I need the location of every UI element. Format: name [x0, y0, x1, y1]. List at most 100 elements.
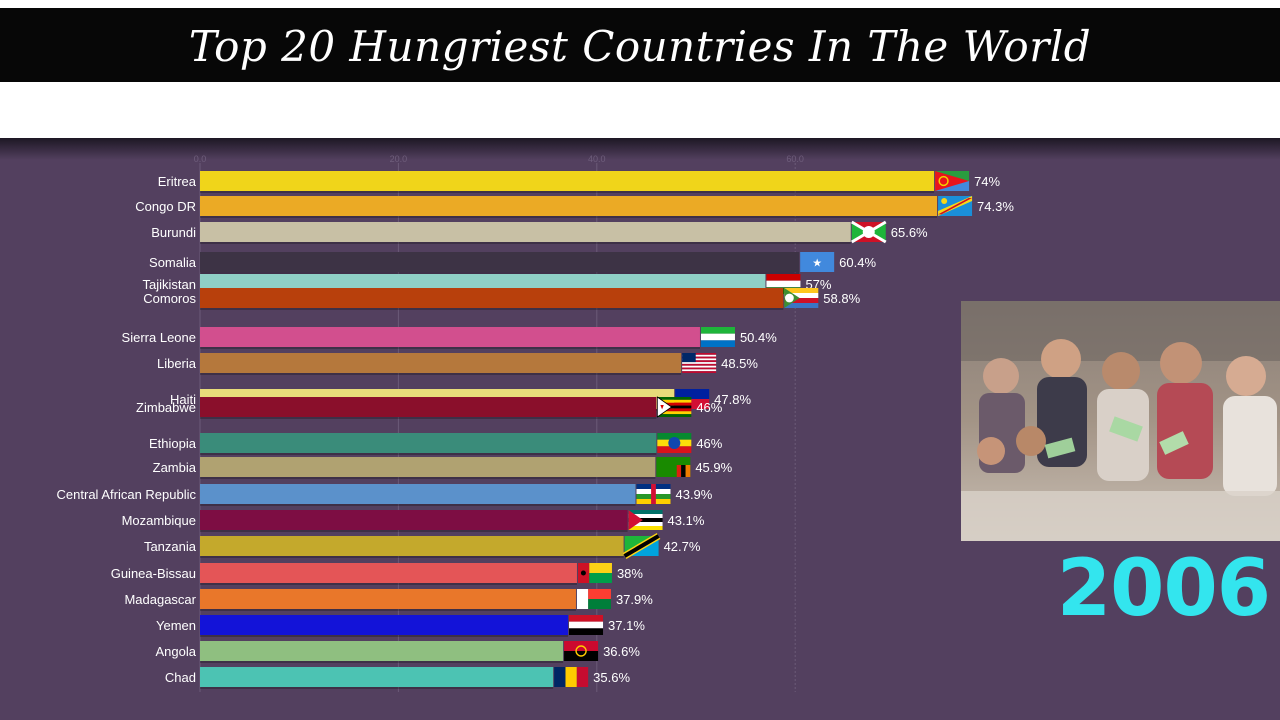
angola-flag-icon — [564, 641, 599, 661]
tajikistan-flag-icon — [766, 274, 801, 294]
value-label: 42.7% — [664, 539, 701, 554]
bar — [200, 484, 636, 504]
bar — [200, 353, 682, 373]
bar — [200, 667, 554, 687]
category-label: Tanzania — [144, 539, 197, 554]
bar-shadow — [200, 687, 554, 689]
bar-shadow — [200, 417, 657, 419]
x-tick-label: 20.0 — [390, 154, 408, 164]
category-label: Burundi — [151, 225, 196, 240]
tanzania-flag-icon — [622, 532, 661, 560]
bar-shadow — [200, 504, 636, 506]
bar — [200, 536, 624, 556]
bar — [200, 397, 657, 417]
bar — [200, 563, 577, 583]
value-label: 35.6% — [593, 670, 630, 685]
bar-shadow — [200, 530, 628, 532]
zimbabwe-flag-icon — [656, 396, 692, 418]
value-label: 48.5% — [721, 356, 758, 371]
bar-shadow — [200, 191, 935, 193]
value-label: 60.4% — [839, 255, 876, 270]
x-tick-label: 0.0 — [194, 154, 207, 164]
x-tick-label: 60.0 — [786, 154, 804, 164]
bar-group-burundi: Burundi 65.6% — [151, 220, 928, 244]
value-label: 74% — [974, 174, 1000, 189]
eritrea-flag-icon — [935, 171, 970, 191]
somalia-flag-icon: ★ — [800, 252, 835, 272]
category-label: Somalia — [149, 255, 197, 270]
value-label: 37.1% — [608, 618, 645, 633]
bar-group-somalia: Somalia ★ 60.4% — [149, 252, 876, 274]
bar-group-sierra-leone: Sierra Leone 50.4% — [122, 327, 777, 349]
category-label: Mozambique — [122, 513, 196, 528]
bar-group-guinea-bissau: Guinea-Bissau 38% — [111, 563, 643, 585]
title-bar: Top 20 Hungriest Countries In The World — [0, 0, 1280, 82]
sierra-leone-flag-icon — [700, 327, 735, 347]
bar-group-mozambique: Mozambique 43.1% — [122, 510, 705, 532]
bar-group-eritrea: Eritrea 74% — [158, 171, 1001, 193]
category-label: Haiti — [170, 392, 196, 407]
comoros-flag-icon — [784, 288, 819, 308]
car-flag-icon — [636, 484, 671, 504]
bar — [200, 641, 564, 661]
bar-group-congo-dr: Congo DR 74.3% — [135, 196, 1014, 218]
bar — [200, 615, 569, 635]
photo-hungry-children — [961, 301, 1280, 541]
bar-group-zimbabwe: Zimbabwe 46% — [136, 396, 723, 419]
value-label: 46% — [696, 436, 722, 451]
bar-group-tanzania: Tanzania 42.7% — [144, 532, 701, 560]
category-label: Sierra Leone — [122, 330, 196, 345]
value-label: 50.4% — [740, 330, 777, 345]
bar-shadow — [200, 373, 682, 375]
value-label: 43.1% — [668, 513, 705, 528]
category-label: Zimbabwe — [136, 400, 196, 415]
bar — [200, 510, 628, 530]
bar-shadow — [200, 477, 656, 479]
ethiopia-flag-icon — [657, 433, 692, 453]
category-label: Guinea-Bissau — [111, 566, 196, 581]
zambia-flag-icon — [656, 457, 691, 477]
year-label: 2006 — [1056, 544, 1271, 634]
value-label: 47.8% — [714, 392, 751, 407]
shadow-band — [0, 138, 1280, 160]
bar-shadow — [200, 242, 851, 244]
bar-group-comoros: Comoros 58.8% — [143, 288, 861, 310]
bar — [200, 222, 851, 242]
bar-shadow — [200, 609, 576, 611]
category-label: Ethiopia — [149, 436, 197, 451]
bar-group-chad: Chad 35.6% — [165, 667, 630, 689]
chad-flag-icon — [554, 667, 589, 687]
bar-shadow — [200, 308, 784, 310]
bar-group-central-african-republic: Central African Republic 43.9% — [57, 484, 713, 506]
category-label: Chad — [165, 670, 196, 685]
value-label: 37.9% — [616, 592, 653, 607]
bar-shadow — [200, 347, 700, 349]
category-label: Tajikistan — [143, 277, 196, 292]
bar-group-yemen: Yemen 37.1% — [156, 615, 645, 637]
bar-shadow — [200, 216, 938, 218]
congo-dr-flag-icon — [938, 196, 973, 216]
value-label: 46% — [696, 400, 722, 415]
value-label: 45.9% — [695, 460, 732, 475]
guinea-bissau-flag-icon — [577, 563, 612, 583]
bar-group-madagascar: Madagascar 37.9% — [124, 589, 653, 611]
bar — [200, 171, 935, 191]
bar-shadow — [200, 635, 569, 637]
bar-group-angola: Angola 36.6% — [156, 641, 640, 663]
value-label: 58.8% — [823, 291, 860, 306]
bar — [200, 252, 800, 272]
bar — [200, 433, 657, 453]
category-label: Angola — [156, 644, 197, 659]
bar — [200, 457, 656, 477]
value-label: 38% — [617, 566, 643, 581]
category-label: Comoros — [143, 291, 196, 306]
burundi-flag-icon — [850, 220, 887, 244]
bar — [200, 288, 784, 308]
category-label: Madagascar — [124, 592, 196, 607]
bar-shadow — [200, 661, 564, 663]
category-label: Congo DR — [135, 199, 196, 214]
value-label: 65.6% — [891, 225, 928, 240]
category-label: Liberia — [157, 356, 197, 371]
svg-text:★: ★ — [812, 256, 822, 269]
madagascar-flag-icon — [576, 589, 611, 609]
